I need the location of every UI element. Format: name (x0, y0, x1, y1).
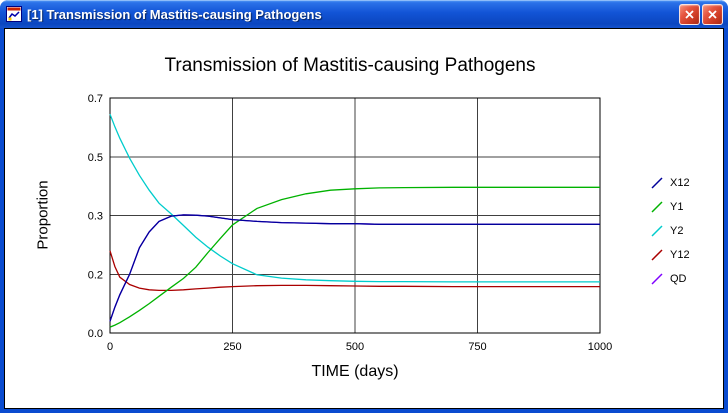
y-tick-label: 0.5 (88, 152, 103, 164)
chart-title: Transmission of Mastitis-causing Pathoge… (164, 55, 536, 76)
y-tick-label: 0.7 (88, 93, 103, 105)
client-area: Transmission of Mastitis-causing Pathoge… (4, 28, 724, 409)
x-tick-label: 1000 (588, 341, 612, 353)
close-button-secondary[interactable] (679, 3, 700, 25)
window-title: [1] Transmission of Mastitis-causing Pat… (27, 6, 322, 22)
titlebar[interactable]: [1] Transmission of Mastitis-causing Pat… (0, 0, 728, 28)
series-Y12-line (109, 250, 600, 292)
series-Y1-line (109, 186, 600, 328)
legend-mark-X12 (651, 177, 663, 189)
close-button[interactable] (702, 3, 723, 25)
y-tick-label: 0.2 (88, 269, 103, 281)
legend-item-Y2: Y2 (650, 225, 690, 237)
x-axis-label: TIME (days) (311, 363, 399, 380)
app-icon (5, 6, 22, 23)
legend: X12 Y1 Y2 Y12 QD (650, 177, 690, 285)
x-tick-label: 250 (223, 341, 241, 353)
legend-label: X12 (670, 177, 690, 189)
x-tick-label: 0 (107, 341, 113, 353)
legend-slash-icon (651, 273, 663, 285)
legend-mark-Y1 (651, 201, 663, 213)
legend-item-Y12: Y12 (650, 249, 690, 261)
x-tick-label: 750 (468, 341, 486, 353)
legend-mark-Y2 (651, 225, 663, 237)
legend-slash-icon (651, 201, 663, 213)
app-icon-graphic (5, 6, 22, 22)
legend-item-QD: QD (650, 273, 690, 285)
legend-slash-icon (651, 177, 663, 189)
close-icon (685, 9, 694, 19)
series-Y2-line (109, 113, 600, 283)
plot-frame (109, 97, 601, 334)
series-X12-line (109, 214, 600, 322)
legend-slash-icon (651, 249, 663, 261)
legend-label: Y2 (670, 225, 684, 237)
y-tick-label: 0.3 (88, 211, 103, 223)
legend-item-Y1: Y1 (650, 201, 690, 213)
legend-label: Y12 (670, 249, 690, 261)
legend-slash-icon (651, 225, 663, 237)
plot-area: 0.0 0.2 0.3 0.5 0.7 0 250 500 750 1000 (88, 93, 613, 353)
legend-mark-Y12 (651, 249, 663, 261)
titlebar-buttons (679, 3, 723, 25)
close-icon (708, 9, 717, 19)
legend-mark-QD (651, 273, 663, 285)
x-tick-label: 500 (346, 341, 364, 353)
legend-label: QD (670, 273, 687, 285)
legend-label: Y1 (670, 201, 684, 213)
y-tick-label: 0.0 (88, 328, 103, 340)
legend-item-X12: X12 (650, 177, 690, 189)
